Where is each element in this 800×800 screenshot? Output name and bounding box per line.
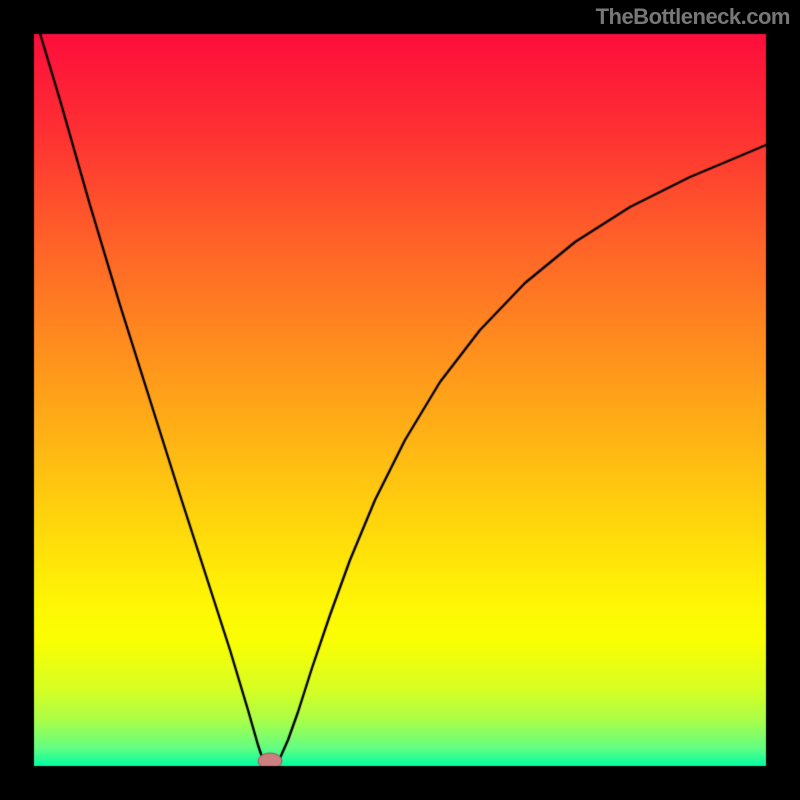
watermark-text: TheBottleneck.com bbox=[596, 4, 790, 30]
bottleneck-chart-canvas bbox=[0, 0, 800, 800]
chart-container: TheBottleneck.com bbox=[0, 0, 800, 800]
